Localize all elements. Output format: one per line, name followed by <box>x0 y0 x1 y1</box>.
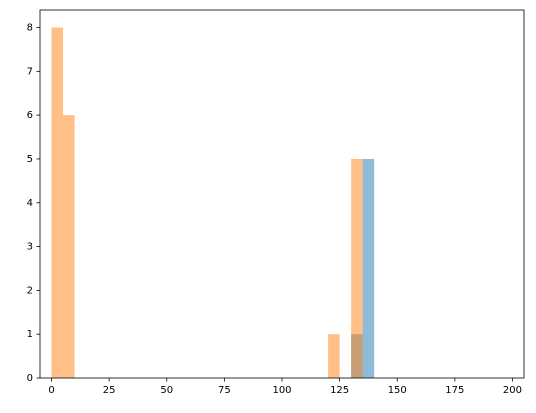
x-tick-label: 75 <box>218 385 231 396</box>
bar <box>351 158 363 378</box>
x-tick-label: 125 <box>330 385 349 396</box>
y-tick-label: 0 <box>27 373 33 384</box>
y-tick-label: 3 <box>27 242 33 253</box>
axes-frame <box>39 9 525 379</box>
y-tick-label: 2 <box>27 285 33 296</box>
x-tick-label: 25 <box>103 385 116 396</box>
y-tick-label: 7 <box>27 66 33 77</box>
y-tick-label: 5 <box>27 154 33 165</box>
y-tick-label: 6 <box>27 110 33 121</box>
x-tick-label: 175 <box>445 385 464 396</box>
bar <box>63 115 75 379</box>
y-tick-label: 1 <box>27 329 33 340</box>
y-tick-label: 4 <box>27 198 33 209</box>
x-tick-label: 50 <box>160 385 173 396</box>
x-tick-label: 100 <box>272 385 291 396</box>
bar <box>51 27 64 379</box>
x-tick-label: 200 <box>503 385 522 396</box>
bar <box>362 158 375 378</box>
x-tick-label: 0 <box>48 385 54 396</box>
x-tick-label: 150 <box>388 385 407 396</box>
y-tick-label: 8 <box>27 23 33 34</box>
bar <box>328 334 340 378</box>
